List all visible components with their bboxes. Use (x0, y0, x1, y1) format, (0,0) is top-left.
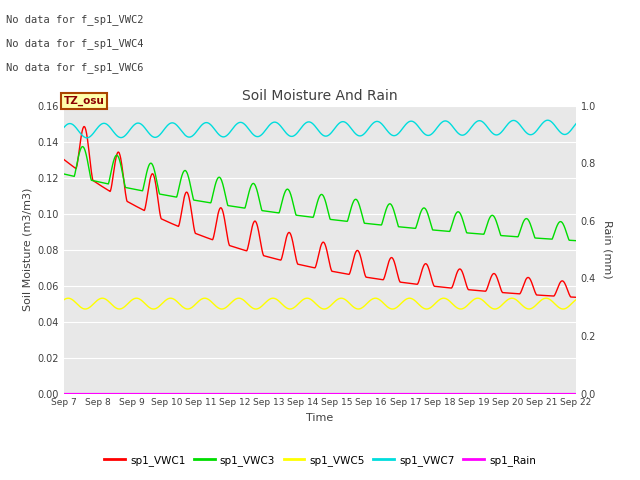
Text: TZ_osu: TZ_osu (64, 96, 105, 106)
Y-axis label: Soil Moisture (m3/m3): Soil Moisture (m3/m3) (22, 188, 32, 312)
Text: No data for f_sp1_VWC2: No data for f_sp1_VWC2 (6, 14, 144, 25)
X-axis label: Time: Time (307, 413, 333, 423)
Text: No data for f_sp1_VWC4: No data for f_sp1_VWC4 (6, 38, 144, 49)
Text: No data for f_sp1_VWC6: No data for f_sp1_VWC6 (6, 62, 144, 73)
Title: Soil Moisture And Rain: Soil Moisture And Rain (242, 89, 398, 103)
Y-axis label: Rain (mm): Rain (mm) (603, 220, 613, 279)
Legend: sp1_VWC1, sp1_VWC3, sp1_VWC5, sp1_VWC7, sp1_Rain: sp1_VWC1, sp1_VWC3, sp1_VWC5, sp1_VWC7, … (100, 451, 540, 470)
